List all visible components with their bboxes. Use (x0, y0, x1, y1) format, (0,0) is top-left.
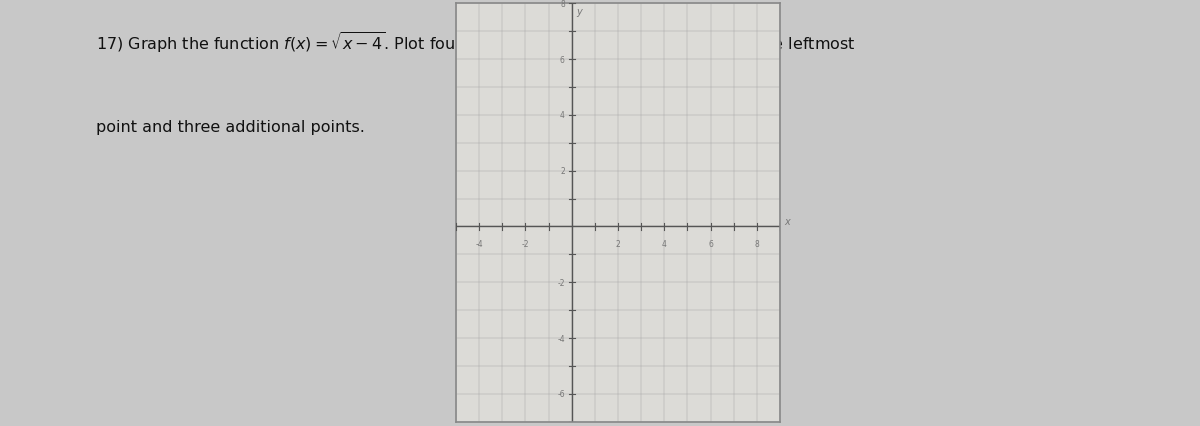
Text: 6: 6 (708, 239, 713, 248)
Text: -4: -4 (557, 334, 565, 343)
Text: 2: 2 (616, 239, 620, 248)
Text: 17) Graph the function $f(x) = \sqrt{x-4}$. Plot four points on the graph of the: 17) Graph the function $f(x) = \sqrt{x-4… (96, 30, 856, 55)
Text: -2: -2 (522, 239, 529, 248)
Text: -4: -4 (475, 239, 482, 248)
Text: 8: 8 (560, 0, 565, 9)
Text: -6: -6 (557, 389, 565, 398)
Text: 2: 2 (560, 167, 565, 176)
Text: x: x (785, 216, 791, 226)
Text: 4: 4 (560, 111, 565, 120)
Text: y: y (576, 7, 582, 17)
Text: -2: -2 (557, 278, 565, 287)
Text: point and three additional points.: point and three additional points. (96, 119, 365, 134)
Text: 4: 4 (662, 239, 667, 248)
Text: 8: 8 (755, 239, 760, 248)
Text: 6: 6 (560, 55, 565, 64)
